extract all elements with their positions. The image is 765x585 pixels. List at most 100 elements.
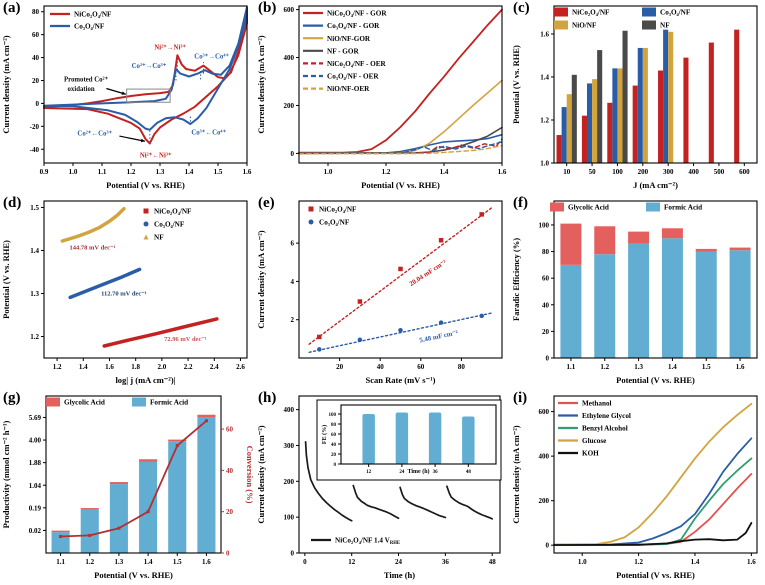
svg-text:J (mA cm⁻²): J (mA cm⁻²)	[633, 180, 678, 190]
svg-text:0: 0	[291, 150, 295, 158]
svg-text:1.2: 1.2	[540, 117, 549, 125]
b-series-6	[298, 145, 503, 155]
svg-text:2.0: 2.0	[157, 363, 166, 371]
svg-text:20.04 mF cm⁻²: 20.04 mF cm⁻²	[408, 259, 448, 288]
panel-f-figure: 1.1 1.2 1.3 1.4 1.5 1.6 0 20 40 60 80 100 Potential …	[511, 200, 758, 385]
panel-d-figure: 1.2 1.4 1.6 1.8 2.0 2.2 2.4 2.6 1.2 1.3 1.4 1.5 log|…	[1, 200, 248, 385]
panel-c: (c) 10 50 100 200 300 400 500 600 1.0 1.2 1.4 1.6 J …	[510, 0, 765, 195]
svg-text:40: 40	[226, 467, 234, 475]
svg-text:0.9: 0.9	[40, 168, 49, 176]
svg-text:Potential (V vs. RHE): Potential (V vs. RHE)	[1, 240, 11, 319]
svg-text:500: 500	[714, 168, 725, 176]
svg-text:1.1: 1.1	[567, 363, 576, 371]
svg-text:Time (h): Time (h)	[384, 570, 415, 580]
svg-text:200: 200	[284, 478, 295, 486]
svg-text:NiCo₂O₄/NF: NiCo₂O₄/NF	[572, 9, 610, 17]
panel-i: (i) 1.0 1.2 1.4 1.6 0 200 400 600 Potential (V v…	[510, 390, 765, 585]
f-legend: Glycolic Acid Formic Acid	[550, 202, 702, 212]
svg-text:1.2: 1.2	[85, 558, 94, 566]
svg-text:2.2: 2.2	[184, 363, 193, 371]
svg-text:KOH: KOH	[582, 450, 599, 458]
svg-text:100: 100	[539, 221, 550, 229]
svg-text:-40: -40	[30, 146, 40, 154]
svg-text:NiO/NF: NiO/NF	[572, 22, 597, 30]
svg-text:0: 0	[546, 355, 550, 363]
svg-text:200: 200	[539, 497, 550, 505]
d-series-0	[60, 206, 126, 243]
svg-text:100: 100	[612, 168, 623, 176]
svg-text:Potential (V vs. RHE): Potential (V vs. RHE)	[616, 375, 695, 385]
panel-g-chart: 1.1 1.2 1.3 1.4 1.5 1.6 0.02 0.19 1.04 1.88 4.00 5.…	[0, 390, 255, 585]
svg-text:60: 60	[226, 426, 234, 434]
svg-text:400: 400	[539, 453, 550, 461]
svg-text:1.5: 1.5	[702, 363, 711, 371]
a-legend: NiCo₂O₄/NF Co₃O₄/NF	[50, 11, 112, 31]
svg-text:1.3: 1.3	[115, 558, 124, 566]
svg-text:0: 0	[226, 550, 230, 558]
svg-text:60: 60	[542, 275, 550, 283]
plot-g: 1.1 1.2 1.3 1.4 1.5 1.6 0.02 0.19 1.04 1.88 4.00 5.…	[1, 395, 255, 580]
svg-text:1.4: 1.4	[540, 73, 549, 81]
panel-i-chart: 1.0 1.2 1.4 1.6 0 200 400 600 Potential (V vs. R…	[510, 390, 765, 585]
svg-text:1.88: 1.88	[29, 459, 42, 467]
svg-text:80: 80	[542, 248, 550, 256]
svg-text:NF - GOR: NF - GOR	[327, 47, 359, 55]
panel-e-label: (e)	[258, 195, 275, 211]
svg-text:Current density (mA cm⁻²): Current density (mA cm⁻²)	[511, 425, 521, 523]
svg-text:5.48 mF cm⁻²: 5.48 mF cm⁻²	[419, 330, 459, 345]
svg-text:200: 200	[638, 168, 649, 176]
c-legend: NiCo₂O₄/NF Co₃O₄/NF NiO/NF NF	[554, 7, 691, 30]
svg-text:1.4: 1.4	[79, 363, 88, 371]
svg-text:1.5: 1.5	[173, 558, 182, 566]
panel-e-chart: 20 40 60 80 2 4 6 Scan Rate (mV s⁻¹) Current den…	[255, 195, 510, 390]
svg-text:1.6: 1.6	[202, 558, 211, 566]
d-series-1	[68, 267, 142, 300]
svg-text:80: 80	[32, 8, 40, 16]
svg-text:1.0: 1.0	[540, 160, 549, 168]
svg-text:Co₃O₄/NF: Co₃O₄/NF	[660, 9, 691, 17]
svg-text:Methanol: Methanol	[582, 400, 612, 408]
svg-text:0: 0	[303, 558, 307, 566]
svg-text:20: 20	[32, 77, 40, 85]
svg-text:6: 6	[291, 240, 295, 248]
svg-text:Glucose: Glucose	[582, 437, 606, 445]
panel-a-figure: 0.9 1.0 1.1 1.2 1.3 1.4 1.5 1.6 -40 -20 0 20 40 60 80 P…	[1, 5, 252, 190]
svg-text:Ni²⁺→Ni³⁺: Ni²⁺→Ni³⁺	[154, 45, 186, 52]
panel-h: (h) 0 12 24 36 48 0 100 200 300 400 Time (h) Curren…	[255, 390, 510, 585]
svg-text:1.4: 1.4	[30, 247, 39, 255]
svg-text:0: 0	[546, 542, 550, 550]
panel-d-chart: 1.2 1.4 1.6 1.8 2.0 2.2 2.4 2.6 1.2 1.3 1.4 1.5 log|…	[0, 195, 255, 390]
svg-text:NiCo₂O₄/NF 1.4 VRHE: NiCo₂O₄/NF 1.4 VRHE	[335, 537, 400, 547]
svg-text:300: 300	[663, 168, 674, 176]
b-legend: NiCo₂O₄/NF - GOR Co₃O₄/NF - GOR NiO/NF-GOR…	[303, 10, 387, 93]
svg-text:24: 24	[395, 558, 403, 566]
svg-text:NiCo₂O₄/NF: NiCo₂O₄/NF	[154, 208, 192, 216]
svg-text:1.6: 1.6	[736, 363, 745, 371]
svg-text:1.6: 1.6	[540, 30, 549, 38]
svg-text:48: 48	[489, 558, 497, 566]
svg-text:1.04: 1.04	[29, 482, 42, 490]
svg-text:Current density (mA cm⁻²): Current density (mA cm⁻²)	[1, 35, 11, 133]
svg-text:Co³⁺→Co⁴⁺: Co³⁺→Co⁴⁺	[194, 54, 229, 61]
svg-text:200: 200	[284, 102, 295, 110]
svg-text:4.00: 4.00	[29, 437, 42, 445]
svg-text:1.3: 1.3	[30, 290, 39, 298]
svg-text:60: 60	[417, 363, 425, 371]
svg-text:log| j (mA cm⁻²)|: log| j (mA cm⁻²)|	[115, 375, 175, 385]
svg-text:1.5: 1.5	[30, 204, 39, 212]
svg-text:Co₃O₄/NF: Co₃O₄/NF	[319, 219, 350, 227]
svg-text:36: 36	[442, 558, 450, 566]
svg-text:Co²⁺←Co³⁺: Co²⁺←Co³⁺	[77, 130, 112, 137]
svg-text:60: 60	[331, 433, 337, 438]
svg-text:1.0: 1.0	[578, 558, 587, 566]
svg-text:1.0: 1.0	[69, 168, 78, 176]
h-series-0	[304, 441, 353, 522]
panel-g-figure: 1.1 1.2 1.3 1.4 1.5 1.6 0.02 0.19 1.04 1.88 4.00 5.…	[1, 395, 255, 580]
svg-text:NiO/NF-GOR: NiO/NF-GOR	[327, 35, 371, 43]
svg-text:1.6: 1.6	[498, 168, 507, 176]
svg-text:400: 400	[284, 54, 295, 62]
svg-text:1.6: 1.6	[747, 558, 756, 566]
panel-c-chart: 10 50 100 200 300 400 500 600 1.0 1.2 1.4 1.6 J (mA …	[510, 0, 765, 195]
